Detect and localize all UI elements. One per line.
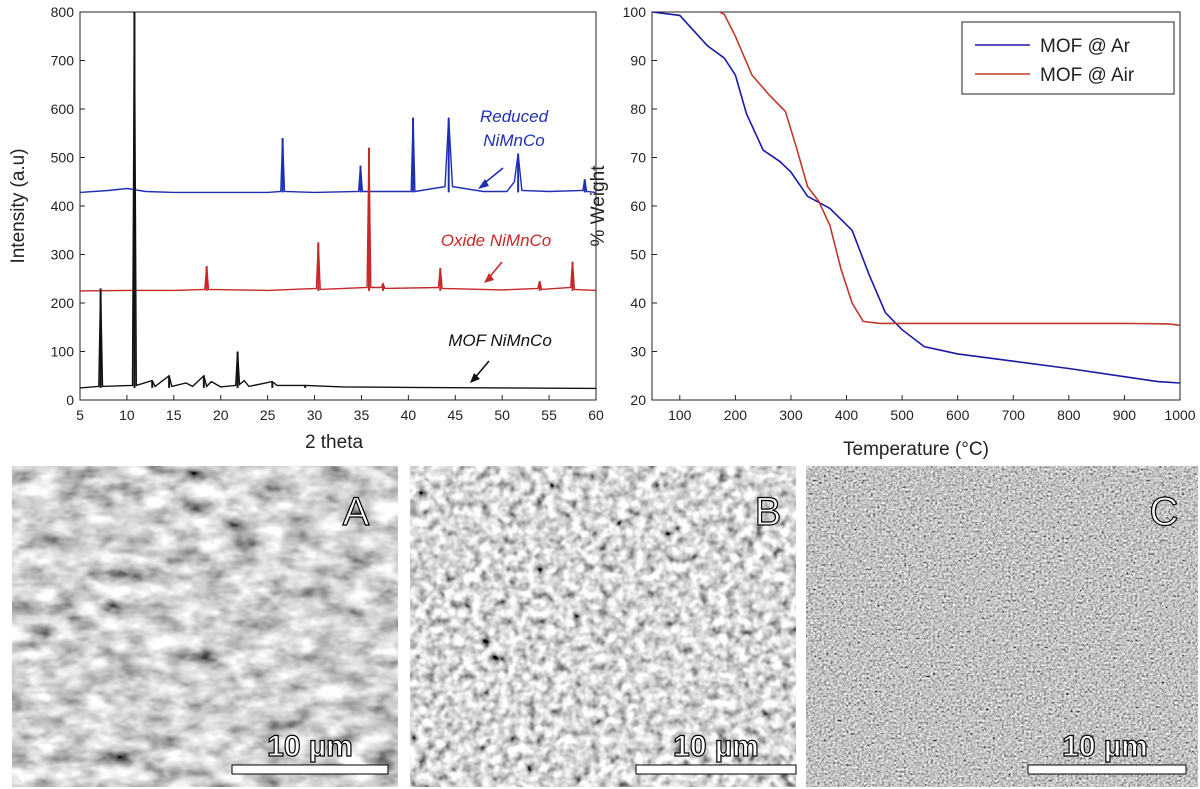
xrd-x-tick-label: 50: [494, 407, 510, 423]
tga-y-tick-label: 90: [630, 53, 646, 69]
tga-x-axis-label: Temperature (°C): [843, 439, 989, 460]
panel-label-b: B: [755, 490, 782, 534]
tga-x-tick-label: 900: [1113, 407, 1137, 423]
tga-y-tick-label: 60: [630, 198, 646, 214]
tga-y-tick-label: 20: [630, 392, 646, 408]
xrd-x-tick-label: 5: [76, 407, 84, 423]
sem-image-a: [12, 466, 398, 787]
sem-image-b: [410, 466, 796, 787]
xrd-y-tick-label: 0: [66, 392, 74, 408]
tga-x-tick-label: 300: [779, 407, 803, 423]
annotation-mof: MOF NiMnCo: [448, 331, 552, 350]
xrd-y-tick-label: 600: [51, 101, 75, 117]
xrd-y-tick-label: 300: [51, 247, 75, 263]
tga-x-tick-label: 200: [724, 407, 748, 423]
sem-panel-a: A 10 µm: [12, 466, 398, 787]
xrd-y-tick-label: 400: [51, 198, 75, 214]
tga-y-tick-label: 100: [623, 4, 647, 20]
tga-y-axis: 20 30 40 50 60 70 80 90 100: [623, 4, 657, 408]
panel-label-a: A: [343, 490, 370, 534]
tga-x-tick-label: 700: [1002, 407, 1026, 423]
xrd-x-tick-label: 10: [119, 407, 135, 423]
xrd-x-tick-label: 40: [401, 407, 417, 423]
xrd-y-axis-label: Intensity (a.u): [8, 148, 29, 263]
annotation-oxide: Oxide NiMnCo: [441, 231, 552, 250]
scale-text-c: 10 µm: [1062, 730, 1148, 763]
scale-text-b: 10 µm: [673, 730, 759, 763]
legend-box: [961, 21, 1175, 95]
xrd-y-tick-label: 800: [51, 4, 75, 20]
tga-y-tick-label: 70: [630, 150, 646, 166]
tga-x-tick-label: 400: [835, 407, 859, 423]
annotation-mof-arrowhead: [470, 373, 480, 383]
xrd-y-axis: 0 100 200 300 400 500 600 700 800: [51, 4, 85, 408]
tga-x-tick-label: 500: [890, 407, 914, 423]
xrd-x-tick-label: 30: [307, 407, 323, 423]
tga-series-line-mof-ar: [652, 12, 1180, 384]
annotation-oxide-arrowhead: [484, 273, 494, 283]
panel-label-c: C: [1150, 490, 1179, 534]
xrd-chart: 0 100 200 300 400 500 600 700 800 5 10 15 20 25 30 35 4…: [8, 4, 604, 453]
xrd-x-tick-label: 60: [588, 407, 604, 423]
xrd-y-tick-label: 500: [51, 150, 75, 166]
tga-series-group: [652, 12, 1180, 384]
tga-x-axis: 100 200 300 400 500 600 700 800 900 1000: [668, 395, 1196, 423]
xrd-x-tick-label: 45: [447, 407, 463, 423]
tga-x-tick-label: 100: [668, 407, 692, 423]
xrd-y-tick-label: 100: [51, 344, 75, 360]
scale-bar-b: [635, 764, 797, 775]
xrd-x-tick-label: 55: [541, 407, 557, 423]
scale-bar-c: [1027, 764, 1187, 775]
sem-panel-c: C 10 µm: [806, 466, 1198, 787]
tga-legend: MOF @ Ar MOF @ Air: [961, 21, 1175, 95]
tga-y-tick-label: 40: [630, 295, 646, 311]
annotation-reduced-arrowhead: [478, 179, 489, 189]
scale-bar-a: [231, 764, 389, 775]
xrd-x-tick-label: 35: [354, 407, 370, 423]
scale-text-a: 10 µm: [267, 730, 353, 763]
legend-label-air: MOF @ Air: [1040, 65, 1135, 86]
xrd-x-axis-label: 2 theta: [305, 432, 364, 453]
xrd-y-tick-label: 700: [51, 53, 75, 69]
sem-image-c: [806, 466, 1198, 787]
annotation-reduced-line2: NiMnCo: [483, 131, 544, 150]
xrd-x-tick-label: 25: [260, 407, 276, 423]
tga-y-tick-label: 30: [630, 344, 646, 360]
tga-x-tick-label: 600: [946, 407, 970, 423]
legend-label-ar: MOF @ Ar: [1040, 36, 1131, 57]
xrd-x-axis: 5 10 15 20 25 30 35 40 45 50 55 60: [76, 395, 604, 423]
tga-x-tick-label: 1000: [1164, 407, 1195, 423]
tga-y-axis-label: % Weight: [588, 165, 609, 247]
tga-y-tick-label: 80: [630, 101, 646, 117]
xrd-x-tick-label: 20: [213, 407, 229, 423]
tga-chart: 20 30 40 50 60 70 80 90 100 100 200 300 400 500 600 70…: [588, 4, 1196, 460]
tga-series-line-mof-air: [717, 12, 1180, 327]
annotation-reduced-line1: Reduced: [480, 107, 549, 126]
xrd-y-tick-label: 200: [51, 295, 75, 311]
xrd-x-tick-label: 15: [166, 407, 182, 423]
sem-panel-b: B 10 µm: [410, 466, 797, 787]
xrd-peaks-group: [99, 12, 586, 388]
tga-y-tick-label: 50: [630, 247, 646, 263]
tga-x-tick-label: 800: [1057, 407, 1081, 423]
xrd-plot-frame: [79, 11, 597, 401]
